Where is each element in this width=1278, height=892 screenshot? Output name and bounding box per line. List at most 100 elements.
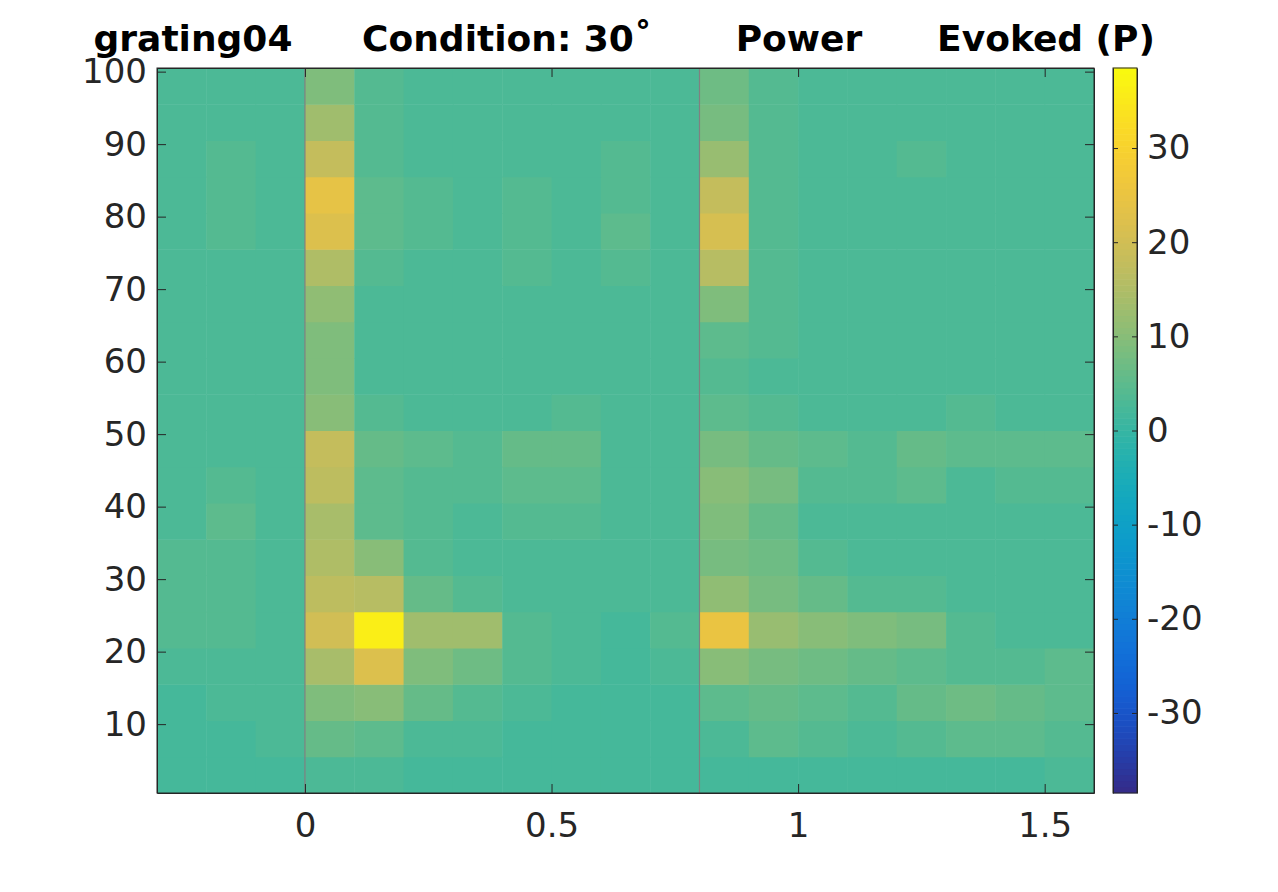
cell xyxy=(1045,503,1094,540)
cell xyxy=(601,648,651,685)
cell xyxy=(157,539,207,576)
cell xyxy=(256,358,306,395)
cell xyxy=(305,467,355,504)
title-part: Condition: 30˚ xyxy=(362,18,652,59)
tick xyxy=(1113,431,1118,432)
cell xyxy=(897,177,947,214)
cell xyxy=(157,431,207,468)
tick-mark xyxy=(1132,619,1137,620)
cell xyxy=(995,757,1045,793)
cell xyxy=(1045,68,1094,105)
cell xyxy=(305,213,355,250)
cell xyxy=(798,177,848,214)
colorbar-step xyxy=(1113,98,1137,105)
tick-mark xyxy=(1113,619,1118,620)
cell xyxy=(502,757,552,793)
cell xyxy=(157,249,207,286)
colorbar-step xyxy=(1113,472,1137,479)
colorbar-step xyxy=(1113,424,1137,431)
cell xyxy=(1045,539,1094,576)
cell xyxy=(157,213,207,250)
cell xyxy=(552,213,602,250)
cell xyxy=(749,141,799,178)
cell xyxy=(404,757,454,793)
colorbar-step xyxy=(1113,358,1137,365)
cell xyxy=(404,68,454,105)
cell xyxy=(798,68,848,105)
cell xyxy=(946,721,996,758)
tick-mark xyxy=(157,217,166,218)
x-axis-top xyxy=(158,68,1095,77)
cell xyxy=(946,612,996,649)
cell xyxy=(749,721,799,758)
cell xyxy=(453,322,503,359)
cell xyxy=(354,721,404,758)
cell xyxy=(502,394,552,431)
cell xyxy=(256,467,306,504)
cell xyxy=(897,322,947,359)
colorbar-step xyxy=(1113,219,1137,226)
cell xyxy=(404,286,454,323)
colorbar-step xyxy=(1113,666,1137,673)
colorbar-step xyxy=(1113,684,1137,691)
tick-mark xyxy=(1113,431,1118,432)
cell xyxy=(453,213,503,250)
colorbar-step xyxy=(1113,291,1137,298)
cell xyxy=(1045,431,1094,468)
cell xyxy=(601,322,651,359)
tick-mark xyxy=(157,507,166,508)
cell xyxy=(946,503,996,540)
cell xyxy=(897,576,947,613)
tick: 20 xyxy=(1132,222,1190,262)
tick-label: -10 xyxy=(1147,504,1203,544)
cell xyxy=(798,539,848,576)
tick xyxy=(1113,619,1118,620)
cell xyxy=(1045,322,1094,359)
cell xyxy=(699,467,749,504)
tick: 100 xyxy=(82,51,166,91)
cell xyxy=(552,358,602,395)
colorbar-step xyxy=(1113,309,1137,316)
cell xyxy=(354,249,404,286)
cell xyxy=(453,576,503,613)
cell xyxy=(946,576,996,613)
cell xyxy=(305,394,355,431)
cell xyxy=(206,467,256,504)
cell xyxy=(995,177,1045,214)
cell xyxy=(847,576,897,613)
cell xyxy=(552,467,602,504)
cell xyxy=(206,249,256,286)
colorbar-step xyxy=(1113,756,1137,763)
colorbar-step xyxy=(1113,563,1137,570)
cell xyxy=(256,177,306,214)
cell xyxy=(354,467,404,504)
cell xyxy=(601,358,651,395)
cell xyxy=(650,249,700,286)
cell xyxy=(453,648,503,685)
tick-label: -20 xyxy=(1147,598,1203,638)
cell xyxy=(305,286,355,323)
tick-mark xyxy=(157,362,166,363)
cell xyxy=(946,286,996,323)
cell xyxy=(995,286,1045,323)
cell xyxy=(601,612,651,649)
colorbar-step xyxy=(1113,182,1137,189)
cell xyxy=(749,539,799,576)
cell xyxy=(256,104,306,141)
cell xyxy=(847,177,897,214)
cell xyxy=(995,213,1045,250)
cell xyxy=(749,286,799,323)
tick-label: 0 xyxy=(1147,410,1169,450)
cell xyxy=(256,757,306,793)
cell xyxy=(995,141,1045,178)
cell xyxy=(749,467,799,504)
colorbar-step xyxy=(1113,176,1137,183)
cell xyxy=(897,249,947,286)
tick-label: 1 xyxy=(788,805,810,845)
colorbar-step xyxy=(1113,134,1137,141)
cell xyxy=(453,286,503,323)
cell xyxy=(157,648,207,685)
cell xyxy=(552,648,602,685)
colorbar-step xyxy=(1113,382,1137,389)
tick-label: 10 xyxy=(104,704,147,744)
